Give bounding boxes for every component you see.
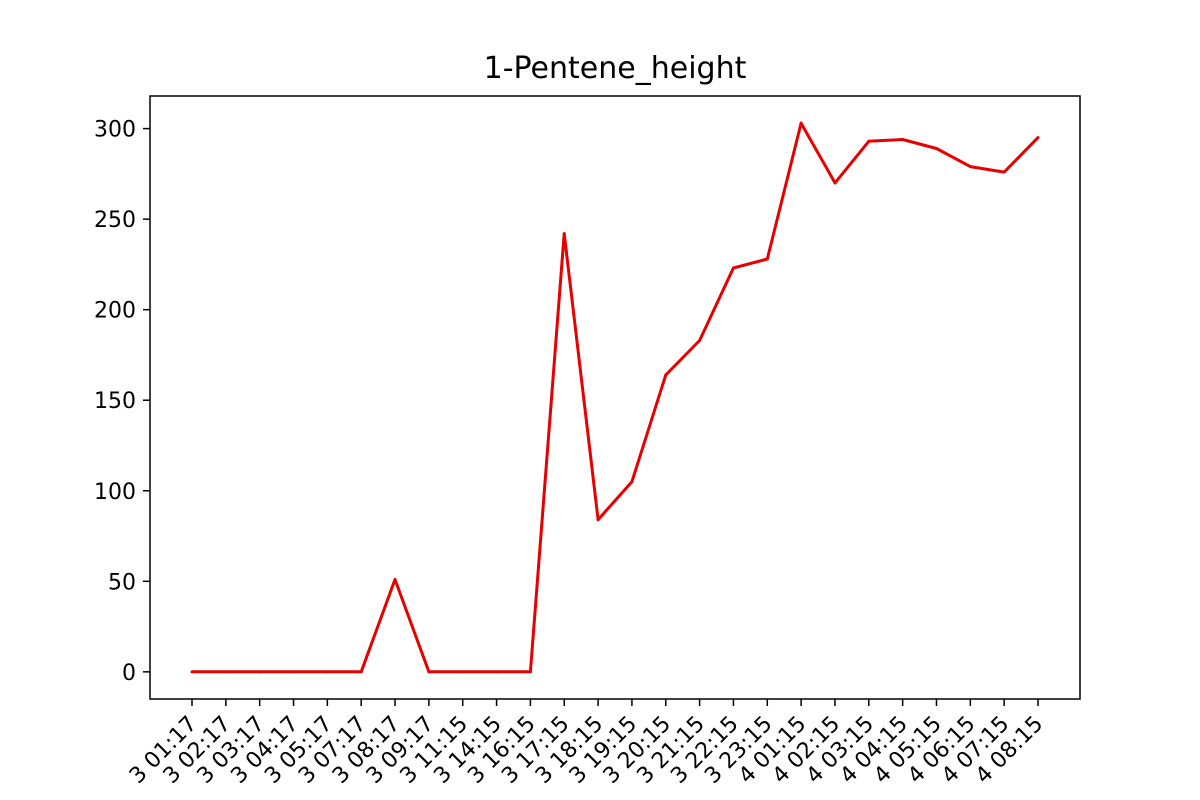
y-tick-label: 100 <box>94 480 136 505</box>
data-point <box>799 121 803 125</box>
data-point <box>325 670 329 674</box>
data-point <box>1002 170 1006 174</box>
y-tick-label: 300 <box>94 118 136 143</box>
data-point <box>867 139 871 143</box>
data-point <box>258 670 262 674</box>
data-point <box>664 373 668 377</box>
y-tick-label: 0 <box>122 661 136 686</box>
data-point <box>393 577 397 581</box>
data-point <box>224 670 228 674</box>
data-point <box>562 232 566 236</box>
data-point <box>528 670 532 674</box>
data-point <box>731 266 735 270</box>
y-tick-label: 150 <box>94 389 136 414</box>
data-point <box>698 338 702 342</box>
data-point <box>765 257 769 261</box>
data-point <box>292 670 296 674</box>
x-axis: 3 01:173 02:173 03:173 04:173 05:173 07:… <box>125 699 1048 789</box>
data-point <box>968 165 972 169</box>
data-point <box>495 670 499 674</box>
y-tick-label: 200 <box>94 299 136 324</box>
y-axis: 0 50 100 150 200 250 300 <box>94 118 150 686</box>
series-line <box>192 121 1040 674</box>
data-point <box>359 670 363 674</box>
data-point <box>901 137 905 141</box>
series-layer <box>190 121 1040 674</box>
data-point <box>1036 136 1040 140</box>
data-point <box>934 147 938 151</box>
y-tick-label: 250 <box>94 208 136 233</box>
chart-title: 1-Pentene_height <box>484 51 747 86</box>
data-point <box>461 670 465 674</box>
data-point <box>833 181 837 185</box>
data-point <box>596 518 600 522</box>
data-point <box>190 670 194 674</box>
y-tick-label: 50 <box>108 570 136 595</box>
plot-frame <box>149 95 1081 700</box>
data-point <box>630 480 634 484</box>
data-point <box>427 670 431 674</box>
